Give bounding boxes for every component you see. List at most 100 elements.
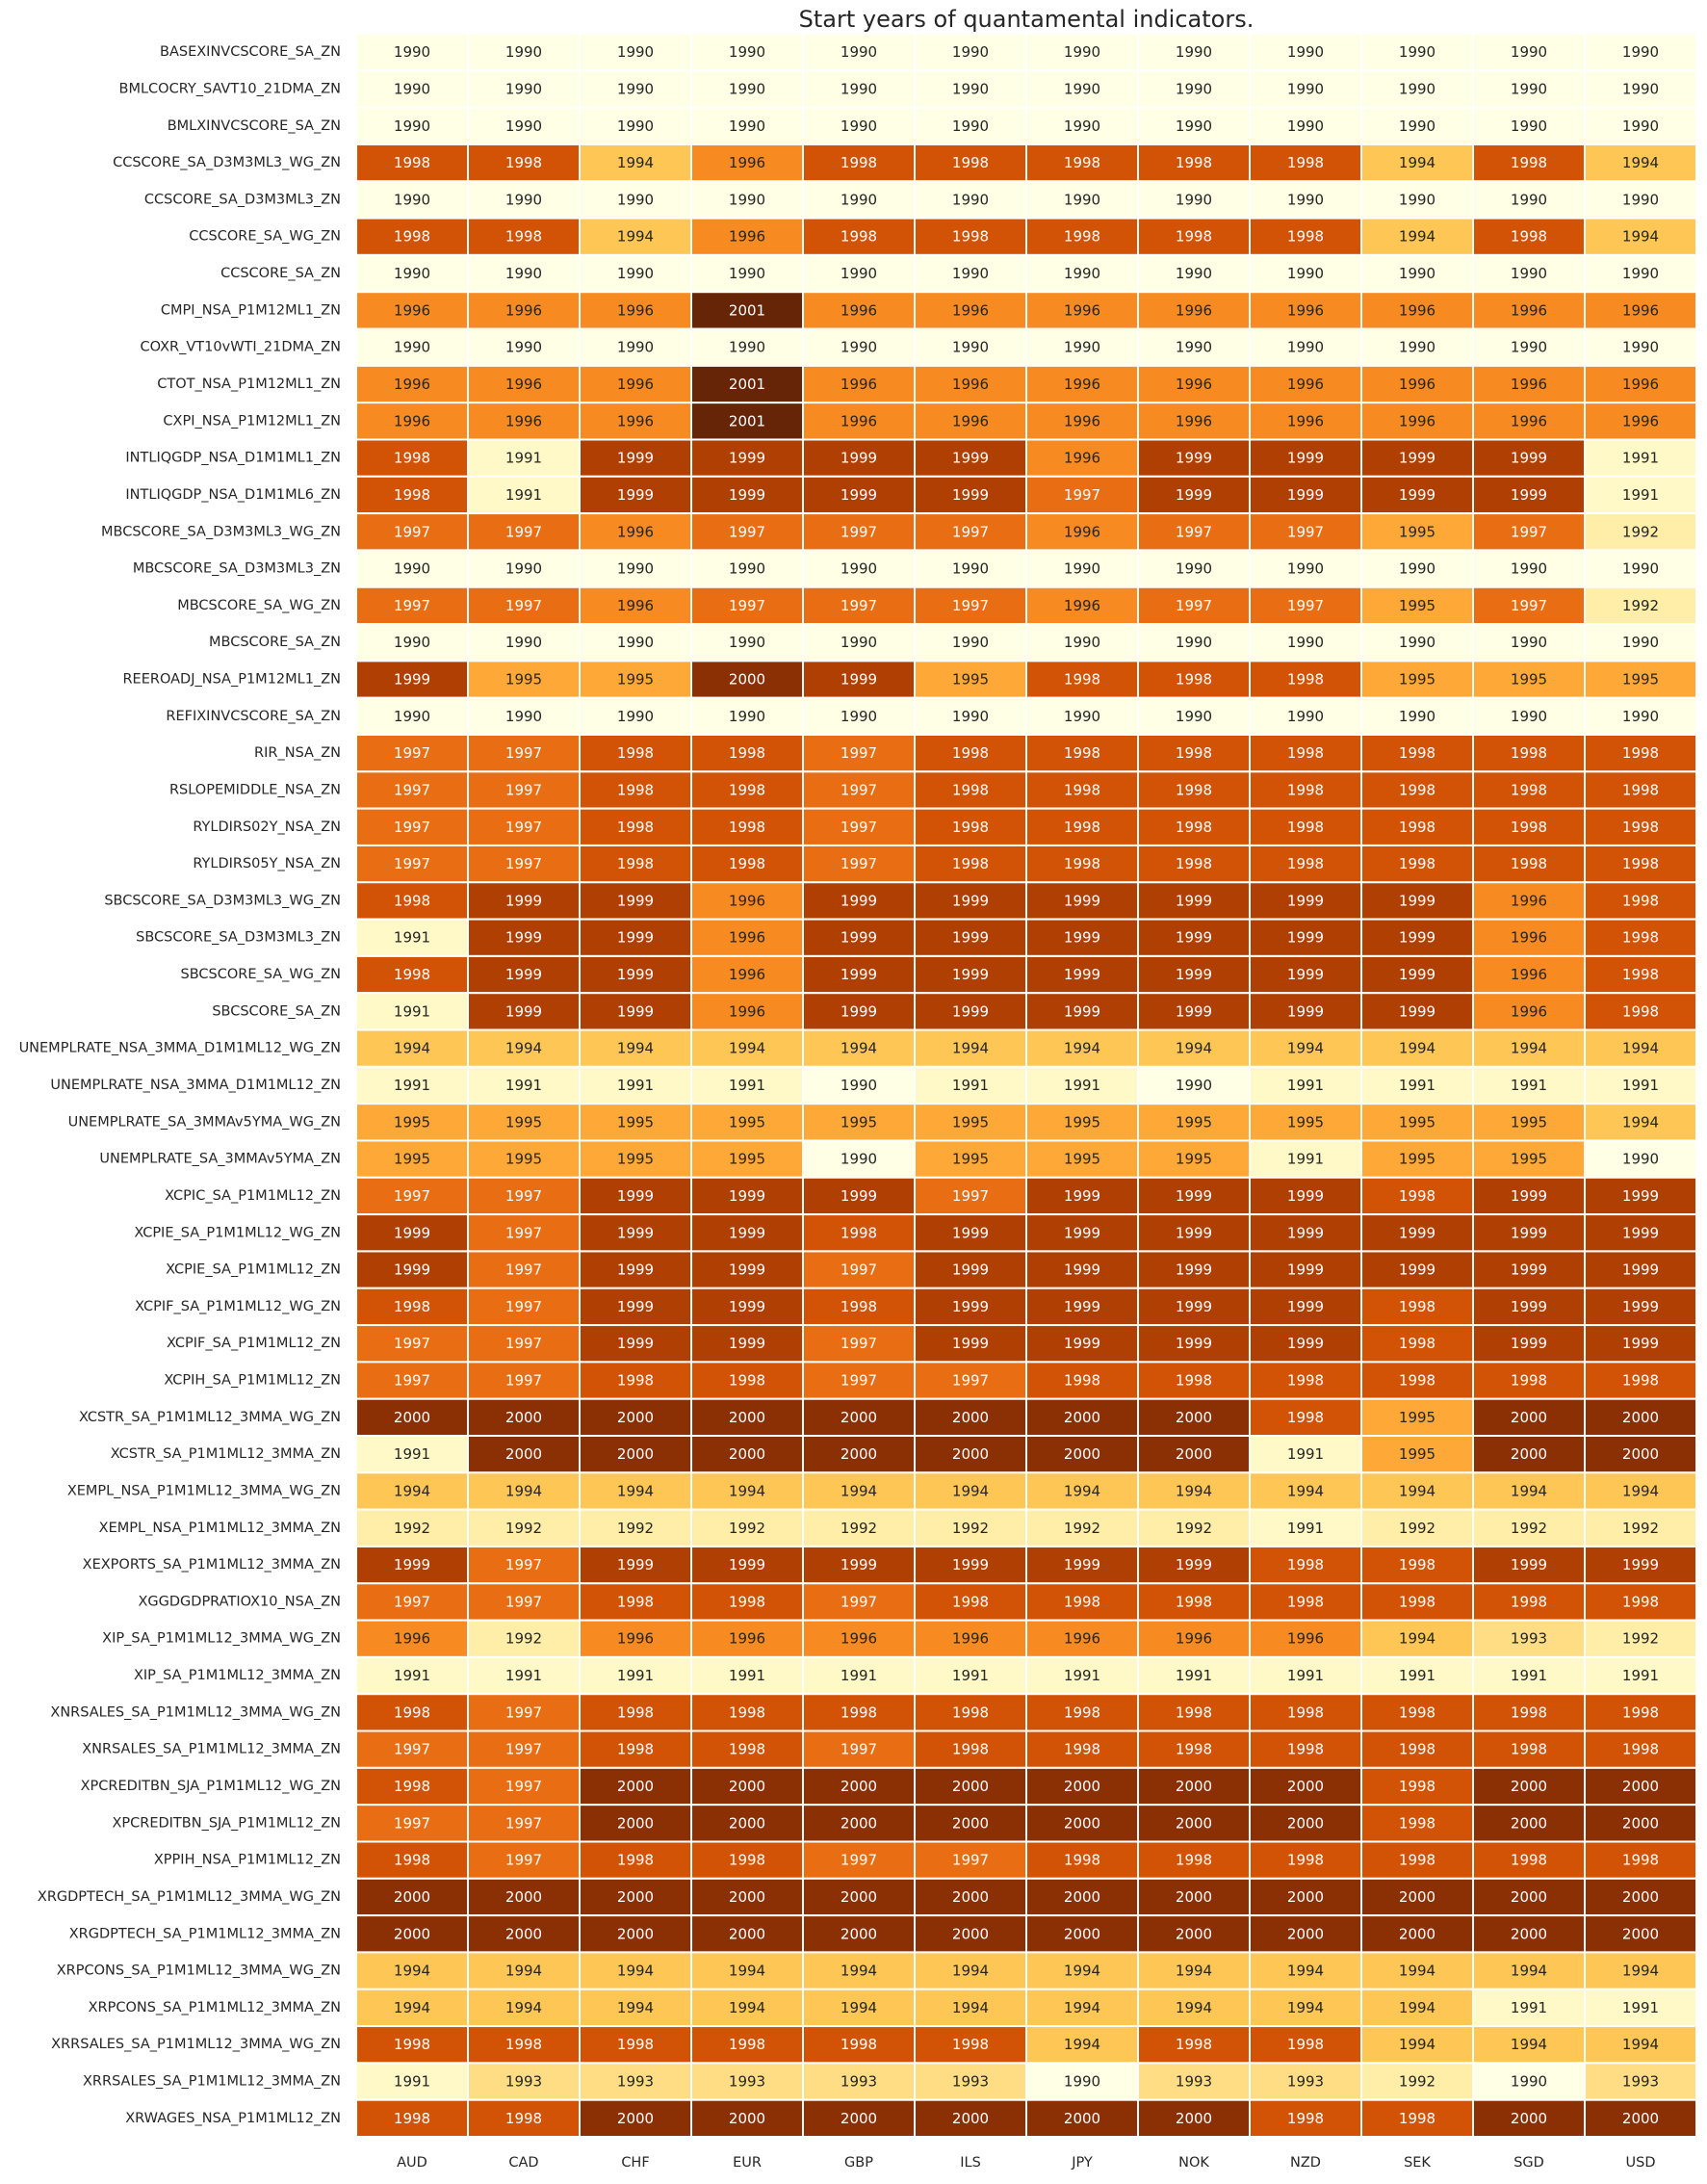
cell-value-label: 1999 xyxy=(952,929,989,947)
cell-value-label: 1991 xyxy=(1064,1077,1100,1094)
cell-value-label: 2000 xyxy=(1622,1409,1659,1426)
x-tick-label: GBP xyxy=(844,2155,873,2171)
cell-value-label: 1990 xyxy=(1511,708,1547,725)
heatmap-cell xyxy=(1584,1287,1697,1327)
heatmap-cell xyxy=(690,291,804,330)
cell-value-label: 1994 xyxy=(1622,1113,1659,1131)
cell-value-label: 1998 xyxy=(617,2036,654,2053)
cell-value-label: 1998 xyxy=(1622,1852,1659,1869)
cell-value-label: 1990 xyxy=(1064,339,1100,356)
heatmap-cell xyxy=(690,1103,804,1142)
cell-value-label: 1990 xyxy=(505,634,542,651)
cell-value-label: 1999 xyxy=(1176,1002,1212,1020)
heatmap-cell xyxy=(1584,106,1697,145)
cell-value-label: 1998 xyxy=(1622,744,1659,762)
heatmap-cell xyxy=(914,180,1027,220)
cell-value-label: 1990 xyxy=(1287,339,1324,356)
cell-value-label: 1994 xyxy=(505,1999,542,2016)
x-axis-tick-labels: AUD CAD CHF EUR GBP ILS JPY NOK NZD SEK SGD USD xyxy=(397,2155,1655,2171)
heatmap-cell xyxy=(1249,585,1362,626)
cell-value-label: 1990 xyxy=(729,43,765,61)
cell-value-label: 1994 xyxy=(394,1999,430,2016)
cell-value-label: 2000 xyxy=(1511,1925,1547,1942)
heatmap-cell xyxy=(1249,918,1362,957)
cell-value-label: 1998 xyxy=(841,2036,877,2053)
cell-value-label: 1991 xyxy=(952,1077,989,1094)
heatmap-cell xyxy=(1249,1545,1362,1585)
cell-value-label: 1999 xyxy=(505,929,542,947)
heatmap-cell xyxy=(1472,1877,1586,1917)
cell-value-label: 1998 xyxy=(1287,2110,1324,2127)
cell-value-label: 1994 xyxy=(952,1999,989,2016)
cell-value-label: 1998 xyxy=(1622,1593,1659,1610)
cell-value-label: 1990 xyxy=(394,265,430,282)
cell-value-label: 1996 xyxy=(729,966,765,983)
heatmap-cell xyxy=(355,1655,469,1696)
cell-value-label: 1994 xyxy=(729,1963,765,1980)
cell-value-label: 1990 xyxy=(729,708,765,725)
cell-value-label: 2000 xyxy=(1176,1778,1212,1795)
heatmap-cell xyxy=(355,1397,469,1437)
cell-value-label: 1998 xyxy=(1287,819,1324,836)
cell-value-label: 1990 xyxy=(1399,339,1435,356)
cell-value-label: 1994 xyxy=(1511,1040,1547,1057)
cell-value-label: 1998 xyxy=(1622,1741,1659,1758)
cell-value-label: 1992 xyxy=(841,1520,877,1537)
heatmap-cell xyxy=(1249,1287,1362,1327)
cell-value-label: 2000 xyxy=(729,1445,765,1463)
cell-value-label: 1990 xyxy=(841,1151,877,1168)
heatmap-cell xyxy=(1249,1693,1362,1732)
heatmap-cell xyxy=(690,623,804,663)
cell-value-label: 1996 xyxy=(952,301,989,319)
heatmap-cell xyxy=(1360,954,1474,995)
cell-value-label: 1990 xyxy=(1511,560,1547,578)
cell-value-label: 1998 xyxy=(1399,1335,1435,1352)
cell-value-label: 1996 xyxy=(1622,412,1659,429)
heatmap-cell xyxy=(802,2062,916,2101)
heatmap-cell xyxy=(467,69,581,109)
cell-value-label: 1999 xyxy=(1176,1187,1212,1205)
heatmap-cell xyxy=(1025,1655,1139,1696)
cell-value-label: 1998 xyxy=(1511,744,1547,762)
cell-value-label: 1998 xyxy=(1622,855,1659,872)
heatmap-cell xyxy=(1249,1988,1362,2028)
cell-value-label: 1994 xyxy=(952,1040,989,1057)
heatmap-cell xyxy=(1584,1655,1697,1696)
cell-value-label: 1990 xyxy=(617,265,654,282)
cell-value-label: 1998 xyxy=(394,966,430,983)
cell-value-label: 1997 xyxy=(505,523,542,540)
heatmap-cell xyxy=(914,1914,1027,1954)
heatmap-cell xyxy=(1360,33,1474,72)
cell-value-label: 1994 xyxy=(1622,1482,1659,1499)
heatmap-cell xyxy=(690,364,804,404)
y-tick-label: XRGDPTECH_SA_P1M1ML12_3MMA_WG_ZN xyxy=(38,1889,341,1905)
cell-value-label: 1998 xyxy=(617,781,654,798)
cell-value-label: 1997 xyxy=(841,1335,877,1352)
heatmap-cell xyxy=(1584,217,1697,256)
cell-value-label: 1999 xyxy=(1176,1261,1212,1279)
cell-value-label: 2000 xyxy=(505,1888,542,1906)
heatmap-cell xyxy=(579,1176,692,1216)
cell-value-label: 1995 xyxy=(1399,1113,1435,1131)
cell-value-label: 1995 xyxy=(505,1113,542,1131)
cell-value-label: 1994 xyxy=(729,1999,765,2016)
cell-value-label: 1990 xyxy=(1511,339,1547,356)
cell-value-label: 1996 xyxy=(841,301,877,319)
heatmap-cell xyxy=(355,696,469,736)
cell-value-label: 1990 xyxy=(841,1077,877,1094)
heatmap-cell xyxy=(579,1729,692,1769)
cell-value-label: 1997 xyxy=(394,597,430,614)
cell-value-label: 1991 xyxy=(1287,1445,1324,1463)
heatmap-cell xyxy=(690,1250,804,1289)
cell-value-label: 1990 xyxy=(1622,191,1659,208)
cell-value-label: 1990 xyxy=(841,191,877,208)
heatmap-cell xyxy=(355,1287,469,1327)
heatmap-cell xyxy=(1249,1213,1362,1253)
x-tick-label: NOK xyxy=(1178,2155,1209,2171)
cell-value-label: 1994 xyxy=(729,1040,765,1057)
heatmap-cell xyxy=(690,1065,804,1105)
cell-value-label: 1991 xyxy=(1622,486,1659,504)
cell-value-label: 1990 xyxy=(729,265,765,282)
heatmap-cell xyxy=(1137,1804,1251,1843)
cell-value-label: 1998 xyxy=(1176,1703,1212,1721)
